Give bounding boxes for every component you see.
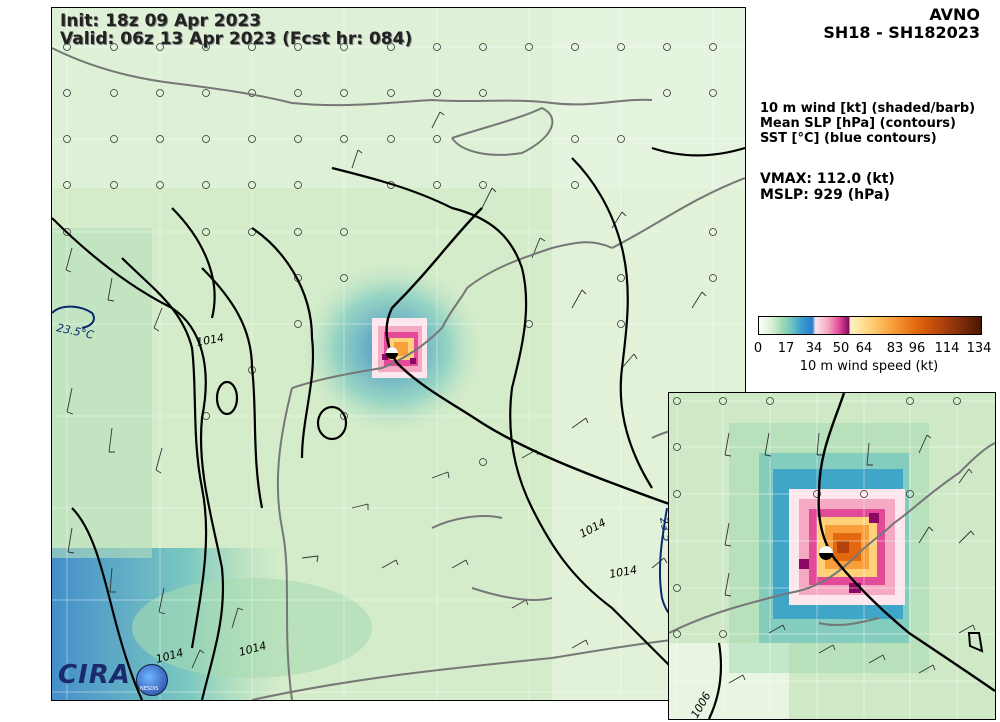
wind-colorbar xyxy=(758,316,982,335)
valid-time: Valid: 06z 13 Apr 2023 (Fcst hr: 084) xyxy=(60,29,413,49)
inset-map: 1006 xyxy=(668,392,996,720)
init-time: Init: 18z 09 Apr 2023 xyxy=(60,11,262,31)
legend-slp: Mean SLP [hPa] (contours) xyxy=(760,116,956,131)
mslp-value: MSLP: 929 (hPa) xyxy=(760,187,890,203)
inset-slp-contour xyxy=(708,642,723,719)
colorbar-label: 10 m wind speed (kt) xyxy=(799,359,939,374)
storm-track xyxy=(385,207,745,530)
legend-sst: SST [°C] (blue contours) xyxy=(760,131,937,146)
main-map-canvas: 1014 1014 1014 1014 1014 23.5°C 23.5 xyxy=(52,8,745,700)
lat-lon-grid xyxy=(52,8,745,700)
inset-map-canvas: 1006 xyxy=(669,393,995,719)
wind-barb-circles xyxy=(63,43,717,466)
colorbar-tick: 50 xyxy=(832,341,850,356)
nesdis-badge xyxy=(136,664,168,696)
legend-wind: 10 m wind [kt] (shaded/barb) xyxy=(760,101,976,116)
colorbar-tick: 114 xyxy=(934,341,960,356)
colorbar-tick: 17 xyxy=(777,341,795,356)
nesdis-badge-label: NESDIS xyxy=(140,686,159,692)
inset-wind-barbs xyxy=(724,432,976,684)
cira-logo: CIRA xyxy=(58,660,131,690)
inset-storm-track xyxy=(817,393,995,692)
colorbar-tick: 64 xyxy=(855,341,873,356)
colorbar-tick: 34 xyxy=(805,341,823,356)
coastlines xyxy=(52,47,745,700)
slp-contours xyxy=(52,146,745,700)
storm-center-icon xyxy=(386,347,398,359)
colorbar-tick: 96 xyxy=(908,341,926,356)
vmax-value: VMAX: 112.0 (kt) xyxy=(760,171,895,187)
inset-wind-circles xyxy=(673,397,961,638)
inset-coastlines xyxy=(669,442,995,634)
inset-grid xyxy=(669,393,995,719)
inset-storm-center-icon xyxy=(819,546,833,560)
model-name: AVNO xyxy=(929,5,980,24)
slp-label: 1014 xyxy=(608,563,638,581)
inset-slp-contour xyxy=(967,632,984,653)
main-map: 1014 1014 1014 1014 1014 23.5°C 23.5 xyxy=(51,7,746,701)
storm-id: SH18 - SH182023 xyxy=(823,23,980,42)
colorbar-tick: 0 xyxy=(753,341,763,356)
colorbar-tick: 134 xyxy=(966,341,992,356)
slp-label: 1014 xyxy=(195,331,225,349)
colorbar-tick: 83 xyxy=(886,341,904,356)
